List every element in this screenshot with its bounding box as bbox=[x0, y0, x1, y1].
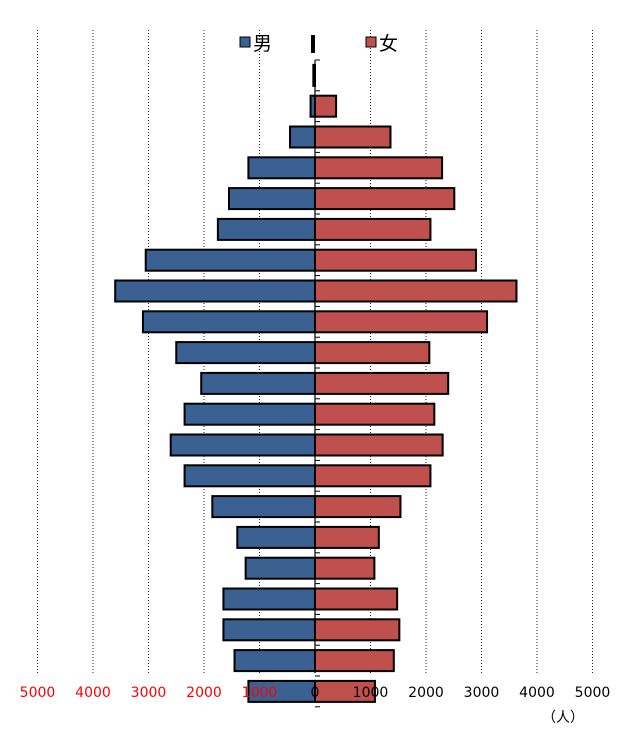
male-bar-5 bbox=[236, 525, 316, 549]
legend-swatch-0 bbox=[239, 36, 251, 48]
female-bar-12 bbox=[314, 310, 489, 334]
male-bar-2 bbox=[222, 618, 316, 642]
female-bar-1 bbox=[314, 649, 395, 673]
female-bar-10 bbox=[314, 371, 450, 395]
unit-label: （人） bbox=[542, 710, 584, 726]
legend-swatch-1 bbox=[365, 36, 377, 48]
male-bar-11 bbox=[175, 341, 316, 365]
male-bar-1 bbox=[233, 649, 316, 673]
tick-label-10: 5000 bbox=[575, 685, 611, 701]
male-bar-13 bbox=[114, 279, 316, 303]
female-bar-0 bbox=[314, 679, 376, 703]
tick-label-4: 1000 bbox=[242, 685, 278, 701]
legend: 男女 bbox=[239, 33, 398, 55]
tick-label-5: 0 bbox=[311, 685, 320, 701]
female-bar-2 bbox=[314, 618, 401, 642]
male-bar-6 bbox=[211, 495, 316, 519]
tick-labels: 5000 4000 3000 2000 1000 0 1000 2000 3000 4000 500… bbox=[20, 685, 611, 701]
female-bar-6 bbox=[314, 495, 402, 519]
legend-label-0: 男 bbox=[253, 33, 272, 55]
tick-label-9: 4000 bbox=[519, 685, 555, 701]
tick-label-1: 4000 bbox=[75, 685, 111, 701]
tick-label-8: 3000 bbox=[464, 685, 500, 701]
male-bar-14 bbox=[144, 248, 316, 272]
female-bar-19 bbox=[314, 94, 338, 118]
male-bar-18 bbox=[289, 125, 316, 149]
female-bar-17 bbox=[314, 156, 444, 180]
female-bar-13 bbox=[314, 279, 518, 303]
male-bar-15 bbox=[216, 217, 316, 241]
female-bar-18 bbox=[314, 125, 392, 149]
female-bar-16 bbox=[314, 187, 456, 211]
male-bar-12 bbox=[141, 310, 316, 334]
male-bar-16 bbox=[227, 187, 317, 211]
male-bar-8 bbox=[169, 433, 316, 457]
female-bar-9 bbox=[314, 402, 436, 426]
tick-label-6: 1000 bbox=[353, 685, 389, 701]
legend-label-1: 女 bbox=[379, 33, 398, 55]
male-bar-10 bbox=[200, 371, 317, 395]
female-bar-5 bbox=[314, 525, 380, 549]
female-bar-14 bbox=[314, 248, 477, 272]
tick-label-2: 3000 bbox=[131, 685, 167, 701]
tick-label-7: 2000 bbox=[408, 685, 444, 701]
female-bar-11 bbox=[314, 341, 431, 365]
female-bar-4 bbox=[314, 556, 376, 580]
tick-label-0: 5000 bbox=[20, 685, 56, 701]
tick-label-3: 2000 bbox=[186, 685, 222, 701]
male-bar-17 bbox=[247, 156, 316, 180]
top-center-marker bbox=[311, 35, 315, 53]
male-bar-3 bbox=[222, 587, 316, 611]
female-bar-8 bbox=[314, 433, 444, 457]
male-bar-7 bbox=[183, 464, 316, 488]
female-bar-3 bbox=[314, 587, 399, 611]
female-bar-7 bbox=[314, 464, 432, 488]
male-bar-20 bbox=[312, 63, 316, 87]
female-bar-15 bbox=[314, 217, 432, 241]
male-bar-9 bbox=[183, 402, 316, 426]
male-bar-4 bbox=[244, 556, 316, 580]
bars bbox=[114, 63, 518, 703]
